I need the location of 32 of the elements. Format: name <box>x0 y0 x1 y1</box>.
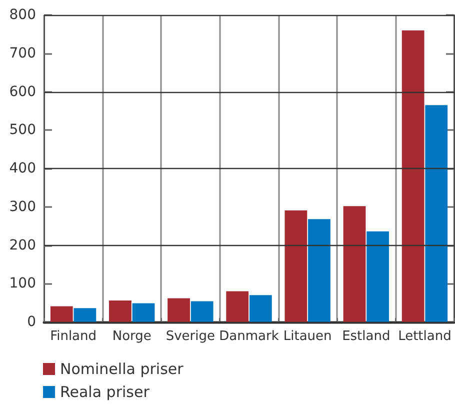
bar <box>190 301 214 322</box>
bar <box>132 303 155 322</box>
x-tick-label: Finland <box>50 329 97 344</box>
x-tick-label: Litauen <box>283 329 332 344</box>
bar <box>402 30 424 322</box>
bar <box>343 206 366 322</box>
y-tick-label: 400 <box>9 160 36 176</box>
x-tick-label: Estland <box>342 329 390 344</box>
bar <box>284 210 308 322</box>
y-tick-label: 0 <box>27 314 36 330</box>
y-tick-label: 500 <box>9 122 36 138</box>
y-tick-label: 600 <box>9 84 36 100</box>
x-tick-label: Lettland <box>398 329 452 344</box>
y-tick-label: 100 <box>9 276 36 292</box>
bar <box>50 306 73 322</box>
x-tick-label: Norge <box>112 329 152 344</box>
bar <box>425 105 448 322</box>
bar <box>366 231 389 322</box>
legend-label: Nominella priser <box>60 360 184 378</box>
y-tick-label: 700 <box>9 45 36 62</box>
bar <box>168 298 190 322</box>
bar <box>226 291 249 322</box>
y-tick-label: 200 <box>9 237 36 254</box>
bar <box>74 308 96 322</box>
y-tick-label: 800 <box>9 7 36 23</box>
legend-label: Reala priser <box>60 383 150 401</box>
bar <box>109 300 132 322</box>
y-tick-label: 300 <box>9 198 36 215</box>
x-tick-label: Sverige <box>166 329 216 344</box>
x-tick-label: Danmark <box>219 329 280 344</box>
bar <box>249 295 272 322</box>
bar <box>308 219 330 322</box>
